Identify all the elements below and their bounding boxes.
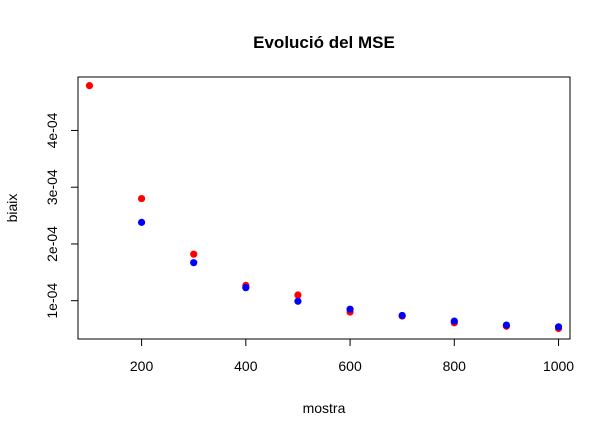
x-tick-label: 1000 — [543, 358, 574, 374]
x-tick-label: 400 — [234, 358, 258, 374]
blue-data-point — [450, 317, 458, 325]
blue-data-point — [190, 259, 198, 267]
blue-data-point — [398, 311, 406, 320]
x-tick-label: 600 — [338, 358, 362, 374]
x-tick-label: 200 — [130, 358, 154, 374]
blue-data-point — [137, 218, 146, 226]
y-tick-label: 3e-04 — [44, 169, 60, 205]
x-axis: 200 400 600 800 1000 — [130, 338, 574, 374]
y-axis: 1e-04 2e-04 3e-04 4e-04 — [44, 112, 79, 319]
red-data-point — [137, 194, 146, 203]
chart-title: Evolució del MSE — [253, 33, 395, 52]
red-data-point — [85, 82, 94, 90]
y-tick-label: 1e-04 — [44, 283, 60, 319]
plot-area-frame — [77, 76, 571, 340]
blue-data-point — [554, 323, 563, 331]
x-tick-label: 800 — [443, 358, 467, 374]
red-data-point — [190, 250, 198, 258]
x-axis-label: mostra — [303, 400, 346, 416]
y-axis-label: biaix — [4, 194, 20, 223]
y-tick-label: 4e-04 — [44, 112, 60, 148]
blue-data-point — [346, 305, 354, 313]
blue-data-point — [242, 284, 250, 292]
red-data-point — [294, 291, 302, 299]
y-tick-label: 2e-04 — [44, 226, 60, 262]
blue-data-point — [294, 297, 302, 305]
blue-data-point — [502, 321, 511, 329]
data-points — [85, 82, 563, 333]
